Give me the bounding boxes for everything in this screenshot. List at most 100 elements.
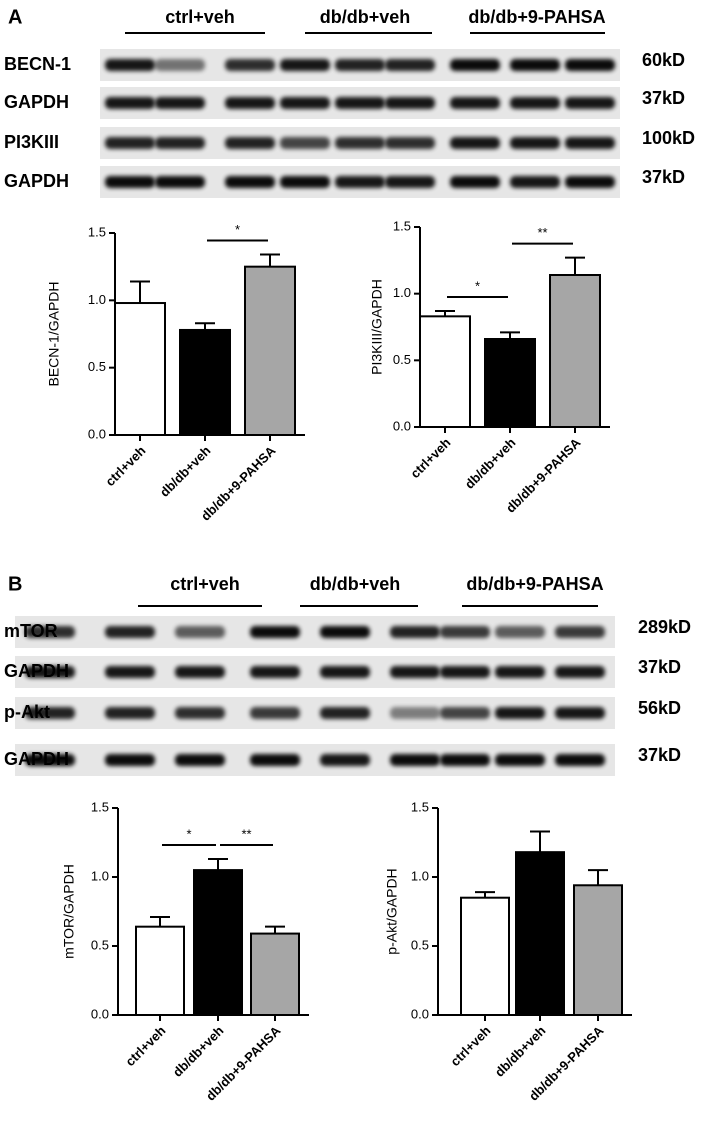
blot-band bbox=[440, 754, 490, 766]
bar bbox=[193, 869, 243, 1016]
y-tick-label: 0.0 bbox=[88, 426, 106, 441]
blot-band bbox=[155, 176, 205, 188]
group-label: ctrl+veh bbox=[165, 7, 235, 27]
bar bbox=[573, 884, 623, 1017]
blot-band bbox=[335, 137, 385, 149]
bar bbox=[460, 896, 510, 1017]
blot-row-label: mTOR bbox=[4, 621, 58, 641]
blot-band bbox=[155, 97, 205, 109]
y-tick-label: 1.5 bbox=[411, 799, 429, 814]
significance-label: * bbox=[475, 278, 480, 293]
blot-band bbox=[105, 59, 155, 71]
blot-band bbox=[155, 59, 205, 71]
blot-band bbox=[510, 59, 560, 71]
blot-band bbox=[280, 59, 330, 71]
x-tick-label: db/db+veh bbox=[492, 1023, 549, 1080]
blot-row-label: GAPDH bbox=[4, 661, 69, 681]
bar bbox=[114, 302, 166, 436]
blot-band bbox=[565, 137, 615, 149]
y-axis-label: PI3KIII/GAPDH bbox=[369, 279, 385, 375]
blot-band bbox=[320, 707, 370, 719]
group-label: ctrl+veh bbox=[170, 574, 240, 594]
x-tick-label: ctrl+veh bbox=[447, 1023, 493, 1069]
blot-band bbox=[320, 666, 370, 678]
blot-band bbox=[105, 707, 155, 719]
blot-band bbox=[555, 626, 605, 638]
blot-band bbox=[450, 137, 500, 149]
bar bbox=[515, 851, 565, 1016]
blot-band bbox=[250, 754, 300, 766]
blot-band bbox=[390, 707, 440, 719]
blot-band bbox=[175, 666, 225, 678]
blot-band bbox=[565, 59, 615, 71]
y-tick-label: 0.0 bbox=[91, 1006, 109, 1021]
blot-band bbox=[495, 754, 545, 766]
blot-size-label: 37kD bbox=[642, 88, 685, 108]
bar bbox=[135, 925, 185, 1016]
blot-band bbox=[225, 176, 275, 188]
blot-band bbox=[175, 626, 225, 638]
blot-band bbox=[320, 754, 370, 766]
y-axis-label: mTOR/GAPDH bbox=[61, 864, 77, 959]
y-tick-label: 1.5 bbox=[91, 799, 109, 814]
blot-band bbox=[495, 707, 545, 719]
x-tick-label: ctrl+veh bbox=[407, 435, 453, 481]
blot-band bbox=[440, 666, 490, 678]
x-tick-label: db/db+veh bbox=[462, 435, 519, 492]
y-axis-label: BECN-1/GAPDH bbox=[46, 281, 62, 386]
blot-band bbox=[225, 137, 275, 149]
blot-band bbox=[555, 666, 605, 678]
bar bbox=[484, 338, 536, 428]
blot-band bbox=[510, 137, 560, 149]
blot-row-label: PI3KIII bbox=[4, 132, 59, 152]
y-tick-label: 1.0 bbox=[393, 285, 411, 300]
bar bbox=[250, 932, 300, 1017]
blot-row-label: GAPDH bbox=[4, 92, 69, 112]
blot-row-label: GAPDH bbox=[4, 171, 69, 191]
significance-label: ** bbox=[241, 826, 251, 841]
significance-label: * bbox=[235, 222, 240, 237]
blot-size-label: 100kD bbox=[642, 128, 695, 148]
blot-band bbox=[450, 176, 500, 188]
blot-band bbox=[105, 626, 155, 638]
blot-band bbox=[385, 59, 435, 71]
x-tick-label: ctrl+veh bbox=[102, 443, 148, 489]
y-tick-label: 1.0 bbox=[411, 868, 429, 883]
blot-band bbox=[25, 754, 75, 766]
panel-label: A bbox=[8, 6, 22, 28]
blot-band bbox=[495, 666, 545, 678]
blot-band bbox=[495, 626, 545, 638]
y-tick-label: 0.5 bbox=[393, 352, 411, 367]
group-label: db/db+9-PAHSA bbox=[466, 574, 603, 594]
blot-band bbox=[105, 137, 155, 149]
blot-band bbox=[105, 666, 155, 678]
panel-label: B bbox=[8, 573, 22, 595]
bar bbox=[419, 315, 471, 429]
blot-band bbox=[225, 97, 275, 109]
blot-band bbox=[25, 626, 75, 638]
blot-band bbox=[280, 137, 330, 149]
y-tick-label: 1.0 bbox=[88, 292, 106, 307]
blot-band bbox=[565, 176, 615, 188]
significance-label: * bbox=[186, 826, 191, 841]
blot-size-label: 60kD bbox=[642, 50, 685, 70]
group-label: db/db+veh bbox=[320, 7, 411, 27]
blot-band bbox=[390, 626, 440, 638]
blot-band bbox=[105, 97, 155, 109]
blot-band bbox=[555, 754, 605, 766]
blot-band bbox=[510, 176, 560, 188]
blot-band bbox=[390, 666, 440, 678]
blot-band bbox=[250, 626, 300, 638]
bar bbox=[549, 274, 601, 428]
blot-band bbox=[280, 97, 330, 109]
blot-size-label: 56kD bbox=[638, 698, 681, 718]
blot-band bbox=[105, 176, 155, 188]
blot-band bbox=[565, 97, 615, 109]
y-tick-label: 0.0 bbox=[411, 1006, 429, 1021]
group-label: db/db+veh bbox=[310, 574, 401, 594]
blot-row-label: p-Akt bbox=[4, 702, 50, 722]
significance-label: ** bbox=[537, 225, 547, 240]
y-tick-label: 0.5 bbox=[91, 937, 109, 952]
blot-band bbox=[440, 626, 490, 638]
blot-band bbox=[280, 176, 330, 188]
